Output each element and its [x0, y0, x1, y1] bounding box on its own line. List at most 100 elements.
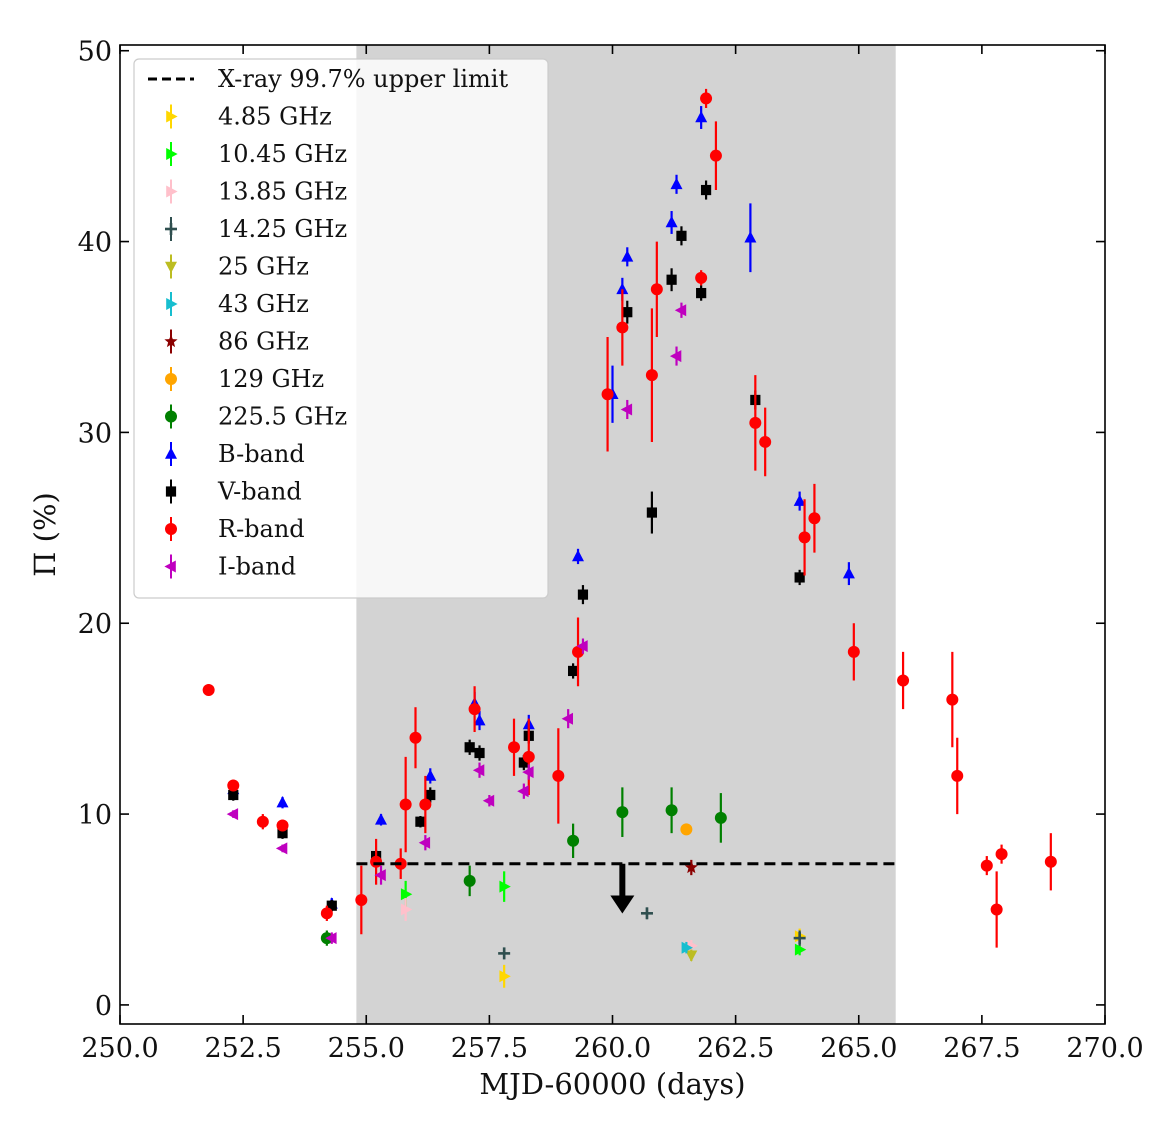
series-14-25-ghz — [498, 907, 806, 960]
y-tick-label: 50 — [78, 37, 112, 68]
y-tick-label: 20 — [78, 609, 112, 640]
data-point — [400, 903, 413, 916]
legend-label: 129 GHz — [218, 365, 324, 393]
x-tick-label: 265.0 — [820, 1033, 897, 1064]
legend-label: X-ray 99.7% upper limit — [218, 65, 508, 93]
x-tick-label: 255.0 — [328, 1033, 405, 1064]
legend-entry: 10.45 GHz — [166, 140, 347, 168]
data-point — [325, 932, 337, 945]
x-tick-label: 262.5 — [697, 1033, 774, 1064]
data-point — [399, 798, 412, 811]
data-point — [375, 813, 387, 825]
legend-marker — [166, 298, 178, 310]
data-point — [425, 789, 436, 801]
data-point — [709, 149, 722, 162]
data-point — [640, 907, 653, 920]
data-point — [463, 874, 476, 887]
data-point — [498, 947, 511, 960]
data-points — [202, 88, 1057, 988]
data-point — [951, 769, 964, 782]
x-axis-label: MJD-60000 (days) — [479, 1067, 745, 1101]
data-point — [794, 572, 805, 583]
x-tick-label: 257.5 — [451, 1033, 528, 1064]
data-point — [749, 416, 762, 429]
legend-label: 43 GHz — [218, 290, 309, 318]
data-point — [793, 494, 806, 506]
series-b-band — [227, 106, 855, 910]
data-point — [995, 848, 1008, 861]
data-point — [228, 789, 239, 801]
legend-label: 4.85 GHz — [218, 103, 332, 131]
x-tick-label: 252.5 — [204, 1033, 281, 1064]
data-point — [665, 804, 678, 817]
data-point — [794, 943, 807, 956]
data-point — [326, 900, 337, 911]
data-point — [645, 369, 658, 382]
upper-limit-layer — [356, 862, 896, 914]
data-point — [685, 950, 698, 962]
legend-entry: 43 GHz — [166, 290, 309, 318]
data-point — [684, 860, 698, 874]
data-point — [552, 769, 565, 782]
data-point — [572, 645, 585, 658]
legend-marker — [165, 523, 177, 535]
data-point — [681, 941, 693, 954]
data-point — [676, 230, 687, 241]
series-r-band — [202, 88, 1057, 948]
data-point — [568, 665, 579, 677]
data-point — [680, 823, 693, 836]
legend-label: 13.85 GHz — [218, 178, 347, 206]
data-point — [842, 567, 855, 579]
legend-entry: 4.85 GHz — [166, 103, 332, 131]
legend-label: B-band — [218, 440, 305, 468]
legend-entry: R-band — [165, 515, 305, 543]
data-point — [522, 750, 535, 763]
legend-label: 10.45 GHz — [218, 140, 347, 168]
data-point — [355, 893, 368, 906]
legend-marker — [165, 410, 177, 423]
data-point — [415, 816, 426, 827]
legend-entry: 25 GHz — [165, 253, 309, 281]
data-point — [620, 403, 633, 416]
y-tick-label: 0 — [95, 991, 112, 1022]
data-point — [518, 757, 529, 768]
legend-label: R-band — [218, 515, 305, 543]
y-tick-label: 30 — [78, 418, 112, 449]
data-point — [400, 888, 413, 901]
legend-marker — [165, 261, 177, 274]
data-point — [277, 828, 288, 839]
legend-label: 225.5 GHz — [218, 403, 347, 431]
legend-entry: 129 GHz — [165, 365, 324, 393]
series-25-ghz — [685, 949, 698, 962]
legend-marker — [164, 334, 178, 348]
data-point — [696, 287, 707, 299]
data-point — [474, 747, 485, 759]
y-axis-label: Π (%) — [28, 492, 62, 577]
data-point — [508, 741, 520, 754]
legend-entry: I-band — [164, 553, 296, 581]
legend-label: 14.25 GHz — [218, 215, 347, 243]
data-point — [616, 806, 629, 819]
data-point — [320, 907, 333, 920]
data-point — [468, 703, 481, 716]
data-point — [227, 779, 240, 792]
data-point — [665, 215, 678, 228]
data-point — [980, 859, 993, 872]
legend: X-ray 99.7% upper limit 4.85 GHz 10.45 GHz… — [133, 58, 549, 599]
data-point — [275, 842, 288, 855]
series-i-band — [226, 302, 687, 945]
legend-marker — [165, 373, 177, 385]
data-point — [464, 742, 475, 753]
data-point — [946, 693, 959, 706]
data-point — [650, 283, 663, 296]
data-point — [670, 177, 683, 190]
data-point — [202, 684, 215, 697]
x-tick-label: 250.0 — [81, 1033, 158, 1064]
data-point — [621, 250, 634, 262]
data-point — [418, 836, 431, 849]
data-point — [276, 796, 289, 808]
data-point — [226, 808, 239, 821]
legend-entry: X-ray 99.7% upper limit — [148, 65, 508, 93]
data-point — [744, 231, 757, 243]
legend-label: 25 GHz — [218, 253, 309, 281]
